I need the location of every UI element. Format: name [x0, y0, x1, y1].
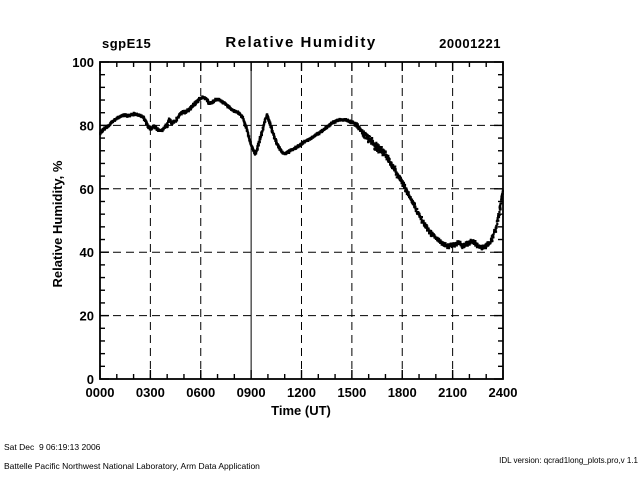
y-tick-label: 60	[80, 182, 94, 197]
chart-title: Relative Humidity	[225, 34, 377, 51]
idl-version-line: IDL version: qcrad1long_plots.pro,v 1.1	[499, 456, 638, 465]
y-tick-label: 0	[87, 372, 94, 387]
site-label: sgpE15	[102, 36, 152, 51]
grid-lines	[100, 62, 503, 379]
x-axis-label: Time (UT)	[271, 403, 331, 418]
laboratory-footer: Battelle Pacific Northwest National Labo…	[4, 461, 260, 471]
date-label: 20001221	[439, 36, 501, 51]
timestamp-footer: Sat Dec 9 06:19:13 2006	[4, 442, 101, 452]
version-info-footer: IDL version: qcrad1long_plots.pro,v 1.1 …	[448, 441, 638, 480]
x-tick-label: 1500	[337, 385, 366, 400]
x-tick-label: 1800	[388, 385, 417, 400]
y-tick-label: 100	[72, 55, 94, 70]
y-tick-label: 40	[80, 245, 94, 260]
x-tick-label: 0000	[86, 385, 115, 400]
x-tick-label: 0900	[237, 385, 266, 400]
y-tick-label: 20	[80, 309, 94, 324]
x-tick-label: 0600	[186, 385, 215, 400]
x-tick-label: 0300	[136, 385, 165, 400]
x-tick-label: 2400	[489, 385, 518, 400]
axis-ticks	[99, 61, 504, 380]
x-tick-label: 2100	[438, 385, 467, 400]
x-tick-label: 1200	[287, 385, 316, 400]
y-tick-label: 80	[80, 118, 94, 133]
tick-labels: 0000 0300 0600 0900 1200 1500 1800 2100 2400 0 20 4…	[72, 55, 517, 400]
